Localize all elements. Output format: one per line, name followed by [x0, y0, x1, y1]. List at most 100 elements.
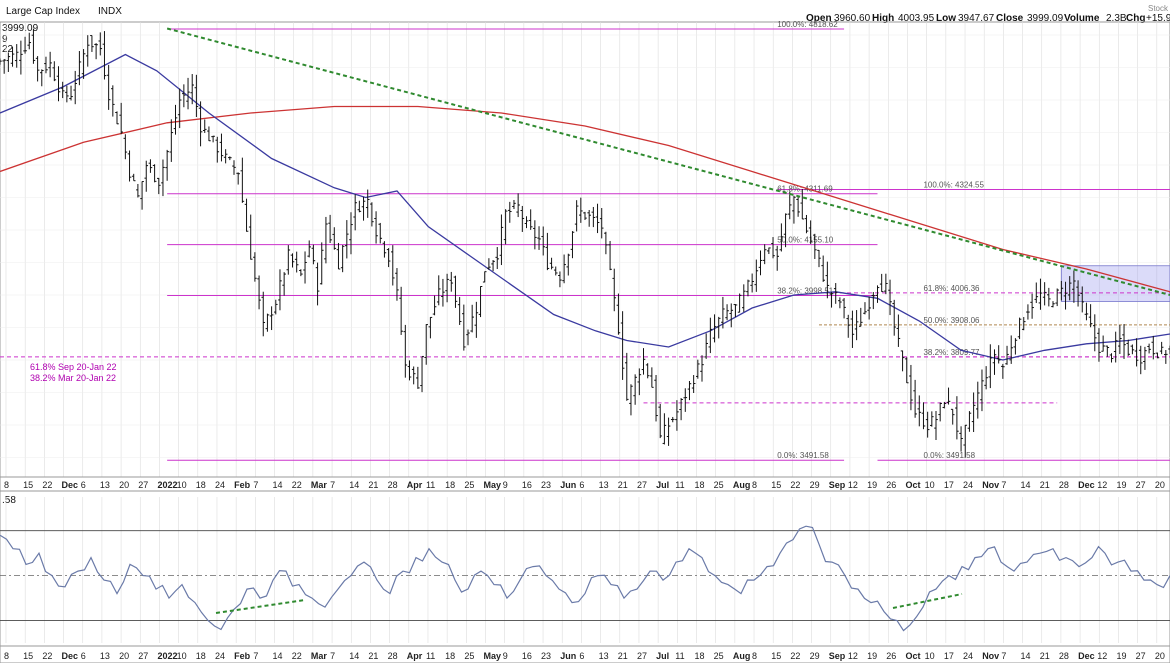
- price-bar: [466, 329, 470, 346]
- date-tick-label: 27: [637, 651, 647, 661]
- price-bar: [808, 220, 813, 244]
- open-label: Open: [806, 13, 832, 24]
- price-bar: [595, 203, 600, 234]
- price-bar: [871, 292, 876, 310]
- price-bar: [77, 51, 82, 86]
- date-tick-label: Jun: [560, 480, 576, 490]
- price-bar: [411, 366, 416, 385]
- price-bar: [236, 172, 240, 185]
- price-bar: [858, 307, 863, 327]
- price-bar: [917, 395, 922, 427]
- date-tick-label: 18: [196, 651, 206, 661]
- date-tick-label: 24: [215, 651, 225, 661]
- date-tick-label: 2022: [157, 480, 177, 490]
- price-bar: [583, 211, 587, 220]
- price-bar: [441, 278, 445, 307]
- price-bar: [1067, 276, 1072, 301]
- price-bar: [921, 402, 926, 430]
- price-bar: [115, 111, 119, 125]
- price-bar: [244, 198, 249, 232]
- price-bar: [1126, 339, 1131, 356]
- date-tick-label: 14: [273, 480, 283, 490]
- price-bar: [1084, 302, 1089, 321]
- low-label: Low: [936, 13, 956, 24]
- price-bar: [604, 231, 608, 255]
- date-tick-label: Aug: [733, 651, 751, 661]
- price-bar: [520, 205, 525, 232]
- price-bar: [136, 183, 140, 198]
- date-tick-label: 23: [541, 480, 551, 490]
- date-tick-label: May: [484, 480, 502, 490]
- price-bar: [190, 74, 195, 105]
- date-tick-label: 21: [1040, 480, 1050, 490]
- fib-left-label: 100.0%: 4818.62: [777, 20, 838, 29]
- date-tick-label: 6: [579, 480, 584, 490]
- price-bar: [428, 316, 433, 339]
- price-bar: [879, 273, 884, 293]
- price-bar: [248, 214, 253, 260]
- price-bar: [516, 193, 520, 218]
- date-tick-label: 7: [1001, 651, 1006, 661]
- date-tick-label: 20: [119, 651, 129, 661]
- fib-right-label: 100.0%: 4324.55: [923, 181, 984, 190]
- price-bar: [290, 253, 295, 268]
- price-bar: [741, 284, 746, 312]
- date-tick-label: 16: [522, 480, 532, 490]
- price-bar: [608, 240, 612, 271]
- price-bar: [1122, 324, 1126, 359]
- date-tick-label: 27: [1136, 480, 1146, 490]
- date-tick-label: Feb: [234, 651, 251, 661]
- price-bar: [662, 413, 667, 445]
- ma-long-line: [0, 105, 1170, 293]
- date-tick-label: Jun: [560, 651, 576, 661]
- price-bar: [783, 213, 788, 248]
- price-bar: [48, 51, 52, 78]
- price-bar: [1005, 345, 1009, 365]
- trendline-group: [166, 27, 1170, 296]
- price-bar: [474, 301, 479, 338]
- price-bar: [750, 273, 754, 293]
- volume-label: Volume: [1064, 13, 1100, 24]
- price-bar: [574, 200, 579, 232]
- price-bar: [975, 381, 980, 419]
- price-bar: [833, 283, 838, 304]
- price-bar: [934, 411, 938, 441]
- price-bar: [913, 379, 917, 418]
- price-bar: [60, 81, 65, 99]
- moving-averages: [0, 53, 1170, 361]
- price-bar: [541, 226, 546, 256]
- price-bar: [44, 56, 48, 74]
- price-bar: [1138, 345, 1143, 375]
- price-bar: [620, 311, 625, 380]
- price-bar: [257, 275, 261, 310]
- price-bar: [177, 88, 182, 129]
- price-bar: [675, 400, 679, 431]
- date-tick-label: Aug: [733, 480, 751, 490]
- price-bar: [938, 402, 942, 422]
- fib-left-label: 61.8%: 4311.69: [777, 185, 833, 194]
- date-tick-label: 9: [503, 651, 508, 661]
- price-bar: [955, 396, 959, 440]
- price-bar: [90, 35, 94, 52]
- date-tick-label: 17: [944, 480, 954, 490]
- price-bar: [616, 293, 621, 335]
- price-bar: [265, 313, 270, 332]
- volume-value: 2.3B: [1106, 13, 1127, 24]
- price-bar: [930, 411, 934, 427]
- price-bar: [328, 214, 332, 243]
- price-bar: [39, 69, 44, 87]
- price-bar: [152, 164, 157, 183]
- close-value: 3999.09: [1027, 13, 1064, 24]
- date-tick-label: Jul: [656, 480, 669, 490]
- date-tick-label: 21: [618, 480, 628, 490]
- date-tick-label: 19: [1116, 651, 1126, 661]
- date-tick-label: 9: [503, 480, 508, 490]
- chg-label: Chg: [1126, 13, 1145, 24]
- price-bar: [56, 66, 61, 102]
- price-bar: [1143, 346, 1147, 370]
- date-tick-label: Apr: [407, 651, 423, 661]
- price-bar: [838, 297, 842, 309]
- price-bar: [900, 350, 905, 372]
- date-tick-label: 24: [963, 480, 973, 490]
- price-bar: [696, 359, 700, 379]
